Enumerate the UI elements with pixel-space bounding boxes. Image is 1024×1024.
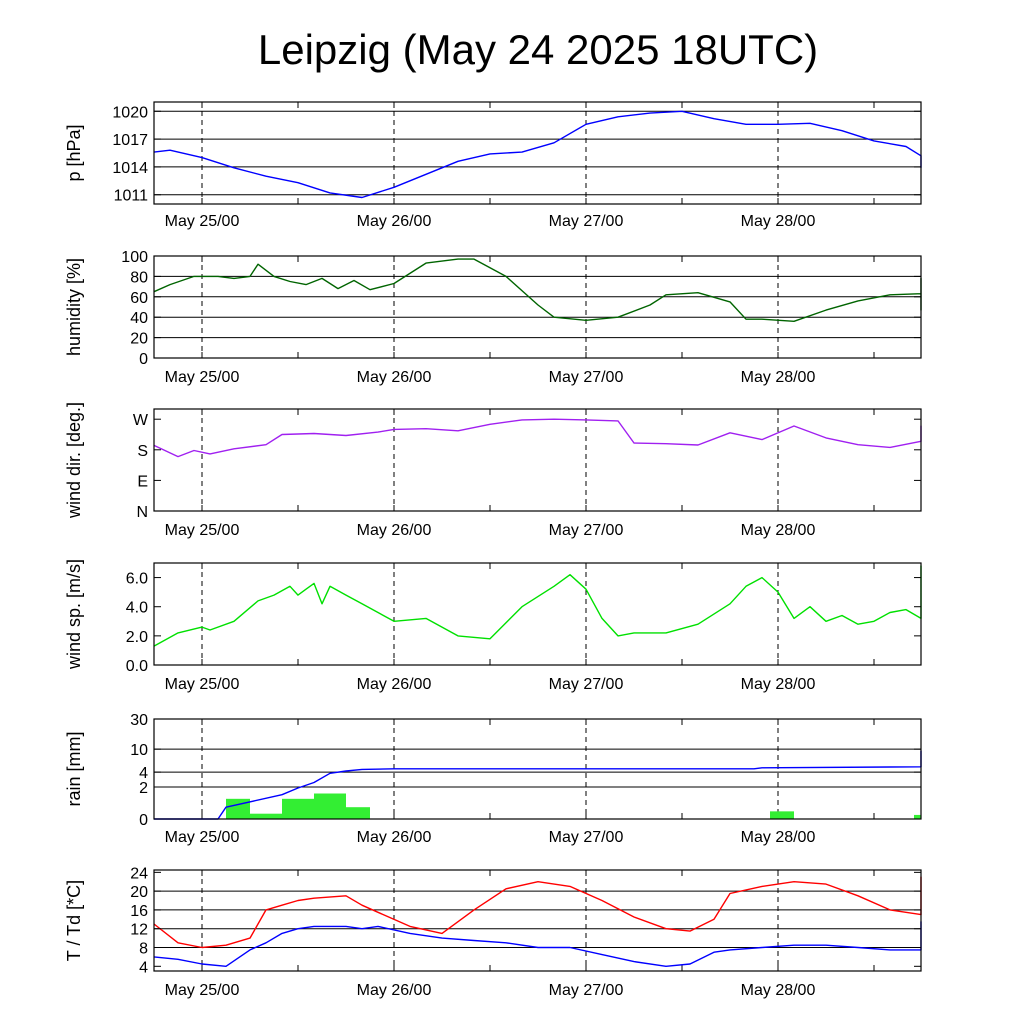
x-tick-label: May 27/00 (549, 829, 624, 846)
y-axis-title: T / Td [*C] (64, 880, 84, 961)
rain-bar (282, 798, 314, 819)
y-tick-label: 40 (130, 310, 148, 327)
x-tick-label: May 25/00 (165, 676, 240, 693)
series-line (154, 750, 922, 820)
plot-frame (153, 255, 922, 359)
y-tick-label: 60 (130, 290, 148, 307)
x-tick-label: May 25/00 (165, 213, 240, 230)
y-tick-label: 12 (130, 922, 148, 939)
x-tick-label: May 25/00 (165, 829, 240, 846)
x-tick-label: May 26/00 (357, 522, 432, 539)
plot-frame (153, 562, 922, 666)
panel-humidity: 0 20 40 60 80 100 humidity [%] May 25/00 May 26/… (64, 249, 922, 386)
x-tick-label: May 28/00 (741, 213, 816, 230)
x-tick-label: May 25/00 (165, 982, 240, 999)
x-tick-label: May 28/00 (741, 829, 816, 846)
y-axis-title: p [hPa] (64, 124, 84, 181)
y-axis-title: rain [mm] (64, 731, 84, 806)
series-line (153, 876, 922, 949)
y-tick-label: 1014 (112, 160, 148, 177)
panel-temperature-dewpoint: 48 12 16 20 24 T / Td [*C] May 25/00 May 26/00 M… (64, 865, 922, 999)
y-tick-label: 16 (130, 903, 148, 920)
y-tick-label: 80 (130, 269, 148, 286)
y-tick-label: 100 (121, 249, 148, 266)
x-tick-label: May 27/00 (549, 676, 624, 693)
y-tick-label: N (136, 504, 148, 521)
panel-pressure: 1011 1014 1017 1020 p [hPa] May 25/00 May 26/0… (64, 101, 922, 230)
rain-bar (346, 807, 370, 819)
y-tick-label: S (137, 443, 148, 460)
plot-frame (153, 718, 922, 820)
y-tick-label: 1017 (112, 132, 148, 149)
x-tick-label: May 27/00 (549, 982, 624, 999)
y-tick-label: 4 (139, 765, 148, 782)
x-tick-label: May 28/00 (741, 522, 816, 539)
y-tick-label: 4.0 (126, 600, 148, 617)
y-tick-label: 10 (130, 742, 148, 759)
series-line (153, 258, 922, 322)
y-tick-label: E (137, 473, 148, 490)
x-tick-label: May 25/00 (165, 369, 240, 386)
y-tick-label: 1020 (112, 104, 148, 121)
y-tick-label: 8 (139, 941, 148, 958)
y-axis-title: wind dir. [deg.] (64, 402, 84, 519)
x-tick-label: May 28/00 (741, 982, 816, 999)
plot-frame (153, 869, 922, 972)
x-tick-label: May 28/00 (741, 676, 816, 693)
y-axis-title: wind sp. [m/s] (64, 559, 84, 670)
x-tick-label: May 27/00 (549, 369, 624, 386)
x-tick-label: May 26/00 (357, 213, 432, 230)
y-tick-label: 6.0 (126, 571, 148, 588)
x-tick-label: May 26/00 (357, 676, 432, 693)
y-tick-label: 2.0 (126, 629, 148, 646)
y-tick-label: 0 (139, 812, 148, 829)
x-tick-label: May 26/00 (357, 369, 432, 386)
series-line (153, 565, 922, 647)
rain-bar (250, 813, 282, 819)
rain-bar (770, 811, 794, 819)
series-line (153, 110, 922, 199)
page-title: Leipzig (May 24 2025 18UTC) (257, 26, 819, 73)
y-axis-title: humidity [%] (64, 258, 84, 356)
y-tick-label: 20 (130, 884, 148, 901)
panel-wind-speed: 0.0 2.0 4.0 6.0 wind sp. [m/s] May 25/00 May 2… (64, 559, 922, 693)
y-tick-label: 4 (139, 959, 148, 976)
y-tick-label: 0.0 (126, 658, 148, 675)
rain-bar (226, 798, 250, 819)
x-tick-label: May 26/00 (357, 829, 432, 846)
series-line (153, 921, 922, 967)
rain-bar (314, 793, 346, 819)
y-tick-label: 24 (130, 865, 148, 882)
x-tick-label: May 25/00 (165, 522, 240, 539)
x-tick-label: May 27/00 (549, 522, 624, 539)
y-tick-label: W (133, 412, 149, 429)
x-tick-label: May 28/00 (741, 369, 816, 386)
y-tick-label: 1011 (114, 188, 149, 205)
rain-bar (914, 814, 921, 819)
x-tick-label: May 27/00 (549, 213, 624, 230)
panel-rain: 0 24 10 30 rain [mm] May 25/00 May 26/00 May 27… (64, 712, 922, 846)
y-tick-label: 30 (130, 712, 148, 729)
series-line (153, 418, 922, 458)
y-tick-label: 0 (139, 351, 148, 368)
plot-frame (153, 408, 922, 512)
plot-frame (153, 101, 922, 205)
x-tick-label: May 26/00 (357, 982, 432, 999)
y-tick-label: 2 (139, 780, 148, 797)
y-tick-label: 20 (130, 331, 148, 348)
